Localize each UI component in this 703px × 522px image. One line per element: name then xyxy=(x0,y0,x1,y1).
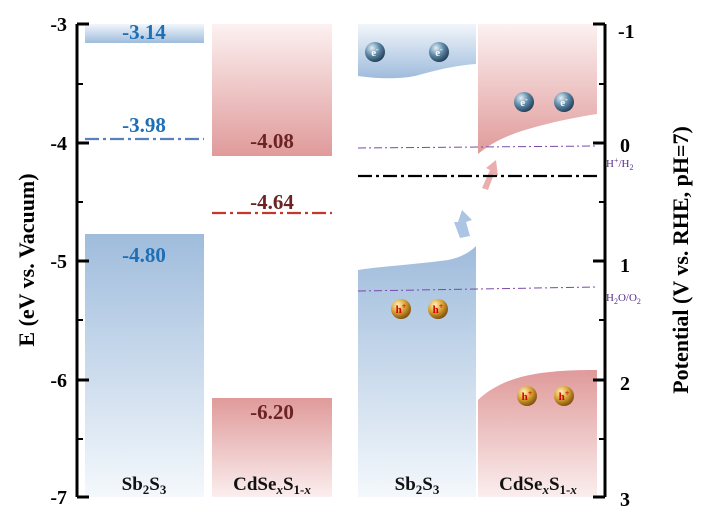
sb2s3-conduction-band xyxy=(85,24,204,43)
svg-text:e-: e- xyxy=(435,45,443,59)
svg-text:h+: h+ xyxy=(433,302,444,316)
electron-icon: e- xyxy=(554,92,574,112)
hetero-sb2s3-valence-band xyxy=(358,246,476,497)
svg-text:e-: e- xyxy=(371,45,379,59)
h2-reference-label: H+/H2 xyxy=(606,156,633,172)
svg-text:h+: h+ xyxy=(396,302,407,316)
cdses-valence-band xyxy=(212,398,332,497)
hole-transfer-arrow xyxy=(454,210,472,238)
left-tick: -4 xyxy=(50,133,67,155)
o2-reference-label: H2O/O2 xyxy=(606,292,641,306)
hetero-sb2s3-conduction-band xyxy=(358,24,476,79)
h2-reference-line xyxy=(357,145,598,149)
svg-text:e-: e- xyxy=(560,95,568,109)
hole-icon: h+ xyxy=(554,386,574,406)
sb2s3-cb-value: -3.14 xyxy=(122,20,166,44)
cdses-cb-value: -4.08 xyxy=(250,129,294,153)
left-tick: -7 xyxy=(50,487,67,509)
svg-text:h+: h+ xyxy=(559,389,570,403)
electron-icon: e- xyxy=(365,42,385,62)
sb2s3-vb-value: -4.80 xyxy=(122,243,166,267)
right-tick: 3 xyxy=(620,489,630,511)
cdses-fermi-value: -4.64 xyxy=(250,190,294,214)
right-tick: 2 xyxy=(620,373,630,395)
electron-icon: e- xyxy=(429,42,449,62)
hole-icon: h+ xyxy=(428,299,448,319)
cdses-conduction-band xyxy=(212,24,332,156)
svg-text:h+: h+ xyxy=(522,389,533,403)
sb2s3-fermi-value: -3.98 xyxy=(122,113,166,137)
right-sb2s3-label: Sb2S3 xyxy=(395,474,440,497)
right-cdses-label: CdSexS1-x xyxy=(499,474,577,497)
electron-icon: e- xyxy=(514,92,534,112)
left-cdses-label: CdSexS1-x xyxy=(233,474,311,497)
left-sb2s3-label: Sb2S3 xyxy=(122,474,167,497)
sb2s3-valence-band xyxy=(85,234,204,497)
hole-icon: h+ xyxy=(517,386,537,406)
hole-icon: h+ xyxy=(391,299,411,319)
left-axis xyxy=(75,22,89,499)
left-tick: -5 xyxy=(50,251,67,273)
left-axis-title: E (eV vs. Vacuum) xyxy=(14,173,39,346)
o2-reference-line xyxy=(357,286,598,292)
right-tick: -1 xyxy=(618,21,635,43)
left-tick: -6 xyxy=(50,370,67,392)
left-tick: -3 xyxy=(50,14,67,36)
right-axis-title: Potential (V vs. RHE, pH=7) xyxy=(668,126,693,394)
right-axis xyxy=(593,22,607,499)
cdses-vb-value: -6.20 xyxy=(250,400,294,424)
right-tick: 1 xyxy=(620,255,630,277)
hetero-cdses-conduction-band xyxy=(478,24,597,154)
svg-text:e-: e- xyxy=(520,95,528,109)
right-tick: 0 xyxy=(620,135,630,157)
